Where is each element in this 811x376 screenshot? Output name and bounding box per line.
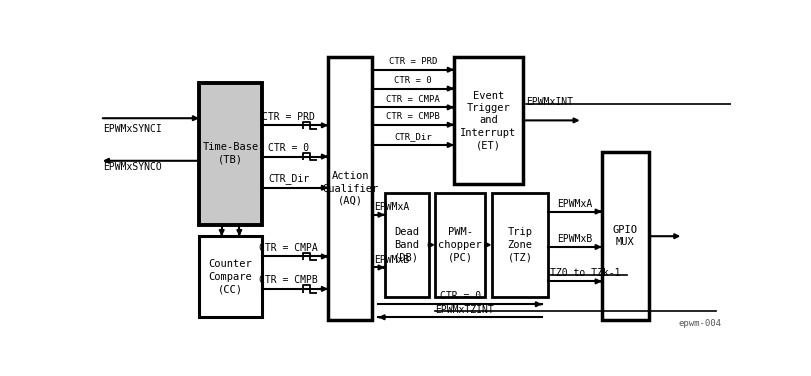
Text: CTR = CMPB: CTR = CMPB [259, 276, 318, 285]
Text: Trip
Zone
(TZ): Trip Zone (TZ) [507, 227, 532, 262]
Bar [435, 193, 485, 297]
Text: CTR = PRD: CTR = PRD [388, 57, 436, 66]
Text: CTR = 0: CTR = 0 [268, 143, 309, 153]
Text: CTR_Dir: CTR_Dir [393, 132, 431, 141]
Bar [491, 193, 547, 297]
Text: CTR = CMPA: CTR = CMPA [386, 95, 440, 104]
Text: Dead
Band
(DB): Dead Band (DB) [393, 227, 418, 262]
Bar [328, 57, 371, 320]
Text: TZ0 to TZk-1: TZ0 to TZk-1 [549, 268, 620, 279]
Text: EPWMxTZINT: EPWMxTZINT [435, 305, 493, 315]
Bar [601, 152, 648, 320]
Bar [384, 193, 428, 297]
Text: CTR = 0: CTR = 0 [439, 291, 480, 301]
Bar [199, 83, 262, 224]
Text: Action
Qualifier
(AQ): Action Qualifier (AQ) [321, 171, 378, 206]
Text: EPWMxB: EPWMxB [374, 255, 409, 265]
Text: GPIO
MUX: GPIO MUX [612, 225, 637, 247]
Text: CTR = 0: CTR = 0 [393, 76, 431, 85]
Bar [199, 236, 262, 317]
Text: epwm-004: epwm-004 [677, 319, 720, 328]
Text: EPWMxB: EPWMxB [556, 234, 592, 244]
Text: EPWMxA: EPWMxA [556, 199, 592, 209]
Text: Event
Trigger
and
Interrupt
(ET): Event Trigger and Interrupt (ET) [460, 91, 516, 150]
Text: EPWMxINT: EPWMxINT [526, 97, 573, 108]
Text: CTR = PRD: CTR = PRD [262, 112, 315, 122]
Text: EPWMxA: EPWMxA [374, 202, 409, 212]
Bar [453, 57, 522, 184]
Text: PWM-
chopper
(PC): PWM- chopper (PC) [438, 227, 482, 262]
Text: Time-Base
(TB): Time-Base (TB) [202, 143, 259, 165]
Text: Counter
Compare
(CC): Counter Compare (CC) [208, 259, 252, 294]
Text: CTR_Dir: CTR_Dir [268, 173, 309, 184]
Text: CTR = CMPB: CTR = CMPB [386, 112, 440, 121]
Text: CTR = CMPA: CTR = CMPA [259, 243, 318, 253]
Text: EPWMxSYNCI: EPWMxSYNCI [103, 124, 161, 134]
Text: EPWMxSYNCO: EPWMxSYNCO [103, 162, 161, 172]
